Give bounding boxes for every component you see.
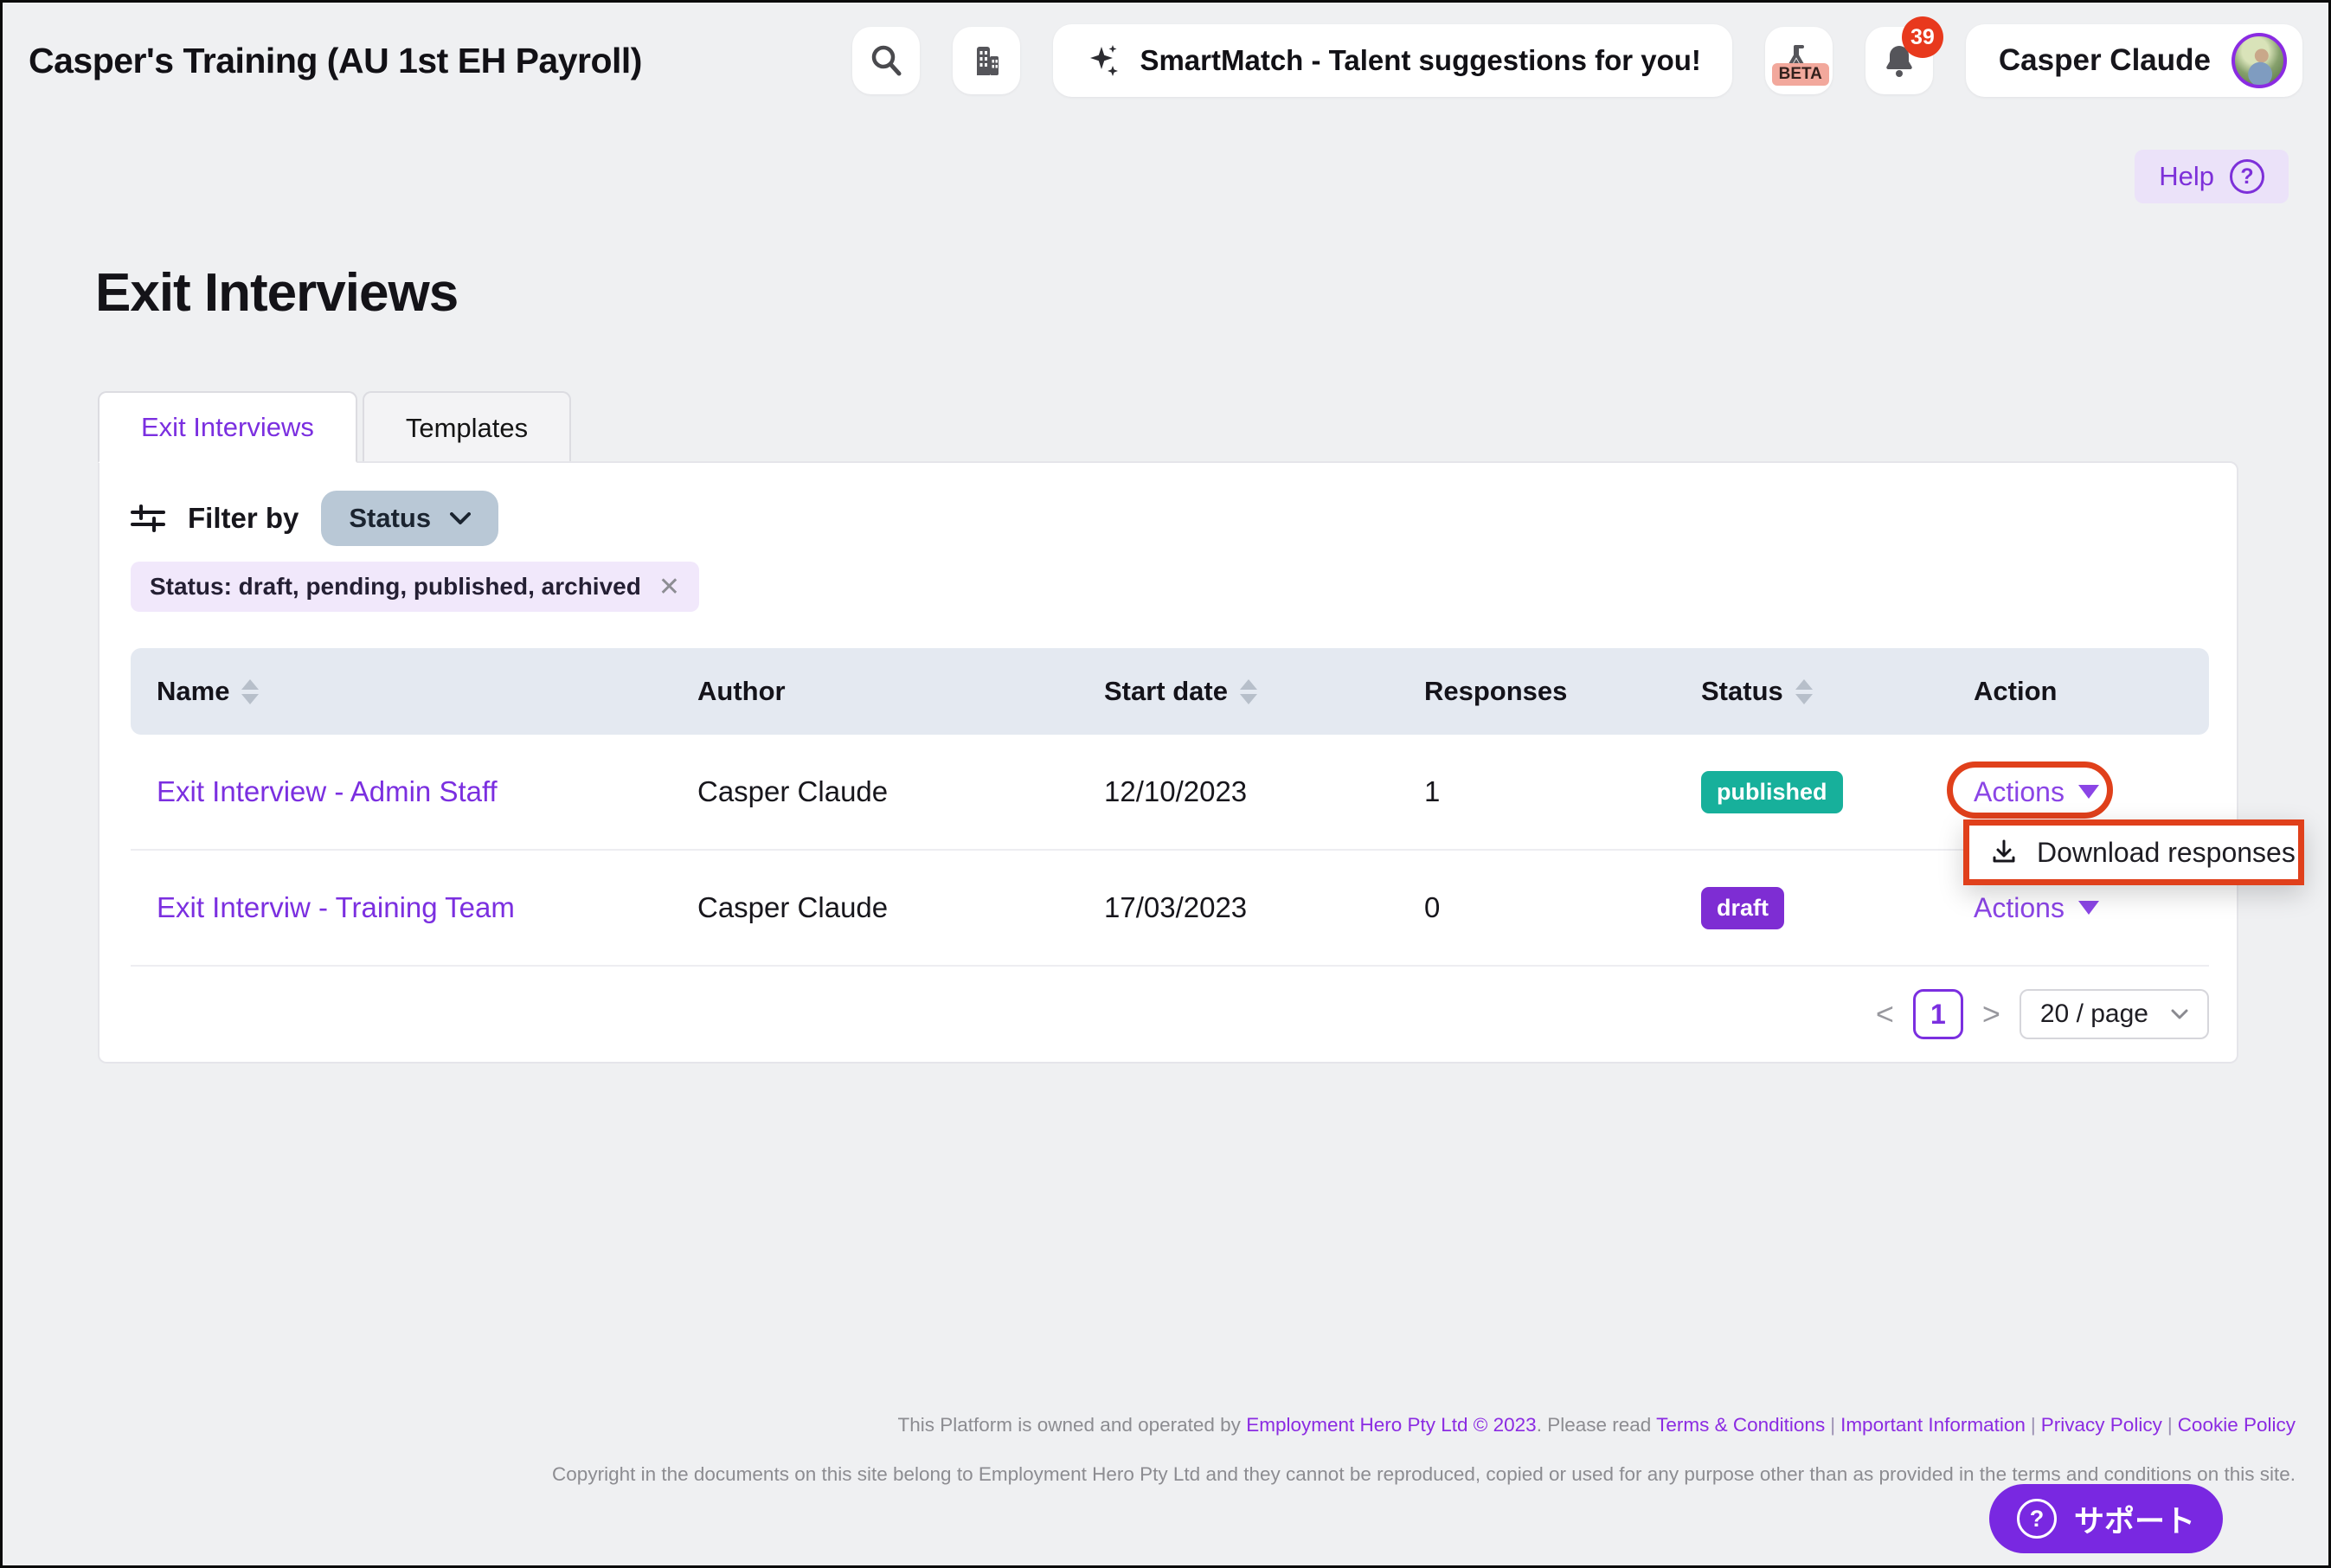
page-size-value: 20 / page [2039, 999, 2148, 1028]
active-filter-text: Status: draft, pending, published, archi… [150, 573, 641, 600]
help-label: Help [2159, 161, 2214, 191]
download-responses-menu-item[interactable]: Download responses [1963, 819, 2304, 885]
column-header-author: Author [697, 676, 786, 706]
support-label: サポート [2073, 1504, 2195, 1539]
topbar: Casper's Training (AU 1st EH Payroll) Sm… [3, 3, 2328, 119]
smartmatch-button[interactable]: SmartMatch - Talent suggestions for you! [1053, 24, 1732, 97]
interview-name-link[interactable]: Exit Interview - Admin Staff [157, 775, 498, 807]
page-size-select[interactable]: 20 / page [2019, 989, 2209, 1039]
next-page-button[interactable]: > [1981, 996, 2000, 1031]
profile-name: Casper Claude [1998, 43, 2211, 77]
status-badge: published [1701, 770, 1843, 813]
tab-templates[interactable]: Templates [362, 391, 572, 463]
remove-filter-icon[interactable]: ✕ [658, 572, 680, 601]
tab-exit-interviews[interactable]: Exit Interviews [98, 391, 357, 463]
previous-page-button[interactable]: < [1875, 996, 1894, 1031]
author-cell: Casper Claude [697, 891, 889, 923]
chevron-down-icon [450, 511, 472, 525]
table-row: Exit Interview - Admin Staff Casper Clau… [131, 735, 2209, 851]
support-question-icon: ? [2016, 1499, 2057, 1539]
smartmatch-label: SmartMatch - Talent suggestions for you! [1140, 44, 1701, 76]
caret-down-icon [2077, 901, 2099, 915]
help-button[interactable]: Help ? [2135, 150, 2289, 203]
status-badge: draft [1701, 886, 1784, 929]
actions-dropdown-button[interactable]: Actions [1974, 892, 2099, 924]
status-filter-label: Status [349, 503, 432, 533]
organisation-button[interactable] [953, 27, 1021, 94]
download-icon [1990, 839, 2018, 866]
table-row: Exit Interviw - Training Team Casper Cla… [131, 851, 2209, 967]
sort-icon [241, 678, 260, 704]
topbar-actions: SmartMatch - Talent suggestions for you!… [852, 16, 2302, 97]
exit-interviews-panel: Filter by Status Status: draft, pending,… [98, 461, 2238, 1064]
responses-cell: 1 [1424, 775, 1441, 807]
chevron-down-icon [2171, 1009, 2188, 1020]
building-icon [968, 42, 1005, 79]
footer-line-1: This Platform is owned and operated by E… [897, 1414, 2296, 1436]
column-header-status[interactable]: Status [1675, 676, 1948, 707]
bell-icon [1881, 42, 1917, 79]
column-header-start-date[interactable]: Start date [1078, 676, 1398, 707]
org-title: Casper's Training (AU 1st EH Payroll) [29, 40, 642, 80]
support-button[interactable]: ? サポート [1989, 1484, 2223, 1553]
avatar [2231, 33, 2287, 88]
cookie-policy-link[interactable]: Cookie Policy [2177, 1414, 2296, 1436]
notification-count-badge: 39 [1901, 16, 1943, 58]
exit-interviews-table: Name Author Start date Responses Status [131, 648, 2209, 967]
employment-hero-link[interactable]: Employment Hero Pty Ltd © 2023 [1246, 1414, 1537, 1436]
profile-menu-button[interactable]: Casper Claude [1965, 24, 2302, 97]
actions-dropdown-button[interactable]: Actions [1974, 776, 2099, 808]
page-title: Exit Interviews [95, 263, 459, 323]
table-header-row: Name Author Start date Responses Status [131, 648, 2209, 735]
footer: This Platform is owned and operated by E… [219, 1413, 2296, 1486]
current-page-button[interactable]: 1 [1912, 989, 1963, 1039]
active-filter-chip: Status: draft, pending, published, archi… [131, 562, 699, 612]
search-icon [869, 43, 903, 78]
sort-icon [1239, 678, 1257, 704]
column-header-action: Action [1974, 676, 2058, 706]
responses-cell: 0 [1424, 891, 1441, 923]
interview-name-link[interactable]: Exit Interviw - Training Team [157, 891, 515, 923]
filter-bar: Filter by Status [131, 491, 2209, 546]
status-filter-dropdown[interactable]: Status [321, 491, 499, 546]
caret-down-icon [2077, 785, 2099, 799]
tab-bar: Exit Interviews Templates [98, 391, 572, 463]
privacy-policy-link[interactable]: Privacy Policy [2040, 1414, 2162, 1436]
footer-line-2: Copyright in the documents on this site … [552, 1463, 2296, 1485]
beta-labs-button[interactable]: BETA [1764, 27, 1833, 94]
column-header-responses: Responses [1424, 676, 1568, 706]
start-date-cell: 17/03/2023 [1104, 891, 1248, 923]
filter-by-label: Filter by [188, 502, 299, 534]
filter-sliders-icon [131, 504, 165, 533]
pagination: < 1 > 20 / page [131, 989, 2209, 1039]
download-responses-label: Download responses [2037, 836, 2296, 868]
sparkle-icon [1084, 42, 1122, 80]
beta-badge: BETA [1771, 63, 1829, 86]
help-question-icon: ? [2230, 159, 2264, 194]
column-header-name[interactable]: Name [131, 676, 671, 707]
start-date-cell: 12/10/2023 [1104, 775, 1248, 807]
important-information-link[interactable]: Important Information [1840, 1414, 2026, 1436]
terms-conditions-link[interactable]: Terms & Conditions [1656, 1414, 1826, 1436]
notifications-button[interactable]: 39 [1865, 16, 1943, 94]
sort-icon [1795, 678, 1813, 704]
search-button[interactable] [852, 27, 921, 94]
author-cell: Casper Claude [697, 775, 889, 807]
